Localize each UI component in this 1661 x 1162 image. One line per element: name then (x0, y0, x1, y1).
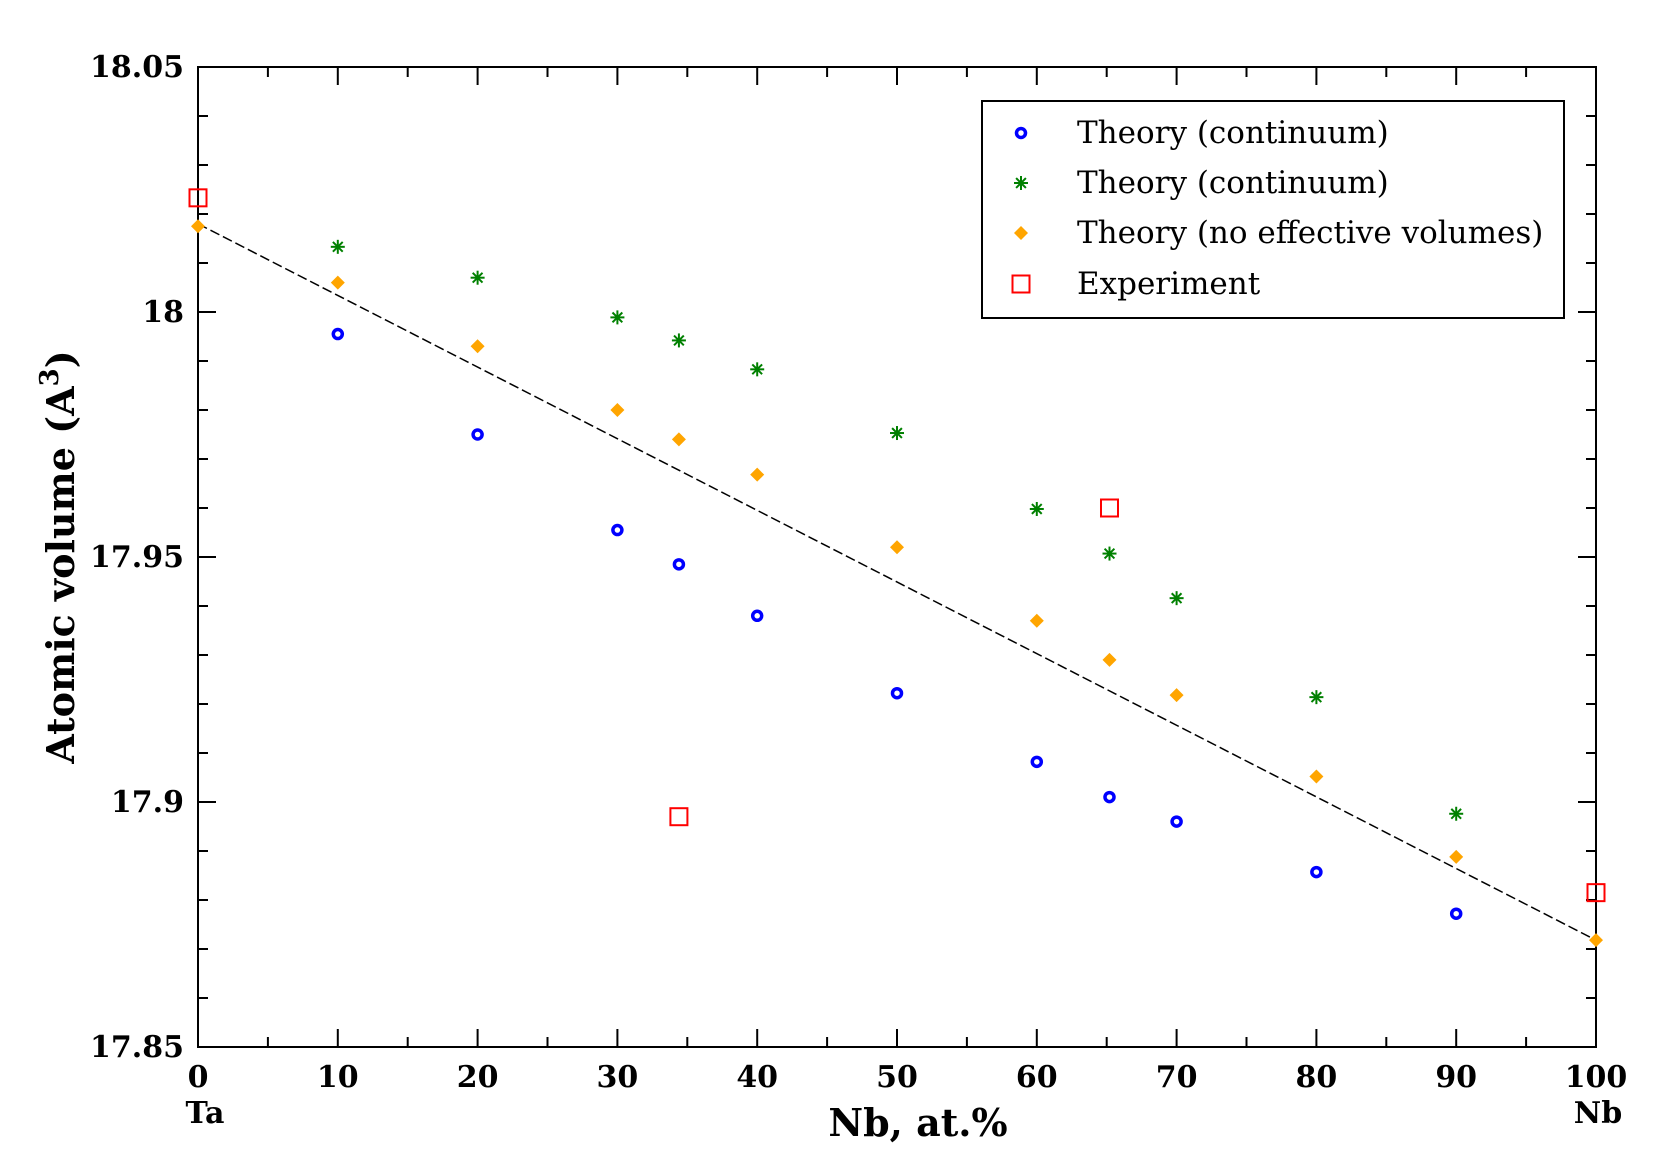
diamond-marker (610, 403, 625, 417)
open-square-marker (1099, 498, 1119, 518)
x-tick-label: 60 (1016, 1060, 1058, 1095)
legend-label-theory-continuum-circle: Theory (continuum) (1077, 115, 1389, 151)
x-tick-label: 100 (1565, 1060, 1628, 1095)
x-tick-label: 70 (1156, 1060, 1198, 1095)
diamond-marker (1029, 613, 1044, 628)
y-axis-title: Atomic volume (A3) (35, 350, 83, 764)
star-marker (330, 239, 345, 254)
x-tick-label: 10 (317, 1060, 359, 1095)
x-end-label-nb: Nb (1574, 1096, 1622, 1131)
diamond-marker (1169, 688, 1184, 703)
legend-open-square-marker (1011, 274, 1031, 294)
legend-diamond-marker (1014, 226, 1028, 240)
diamond-marker (470, 339, 485, 354)
x-tick-label: 30 (597, 1060, 639, 1095)
star-marker (610, 310, 625, 325)
diamond-marker (750, 467, 765, 482)
star-marker (1449, 806, 1464, 821)
circle-marker (471, 428, 484, 441)
y-tick-label: 17.9 (111, 785, 184, 820)
x-axis-title: Nb, at.% (828, 1100, 1007, 1145)
legend-label-theory-continuum-star: Theory (continuum) (1077, 165, 1389, 201)
x-tick-label: 50 (876, 1060, 918, 1095)
star-marker (1309, 690, 1324, 705)
circle-marker (672, 558, 686, 571)
legend-label-experiment: Experiment (1077, 266, 1261, 302)
legend-label-theory-no-effective-volumes: Theory (no effective volumes) (1077, 215, 1543, 251)
x-tick-labels: 0 10 20 30 40 50 60 70 80 90 100 (188, 1060, 1628, 1095)
diamond-marker (1309, 769, 1324, 784)
legend-star-marker (1014, 176, 1028, 190)
x-tick-label: 20 (457, 1060, 499, 1095)
y-axis-title-superscript: 3 (35, 368, 65, 386)
diamond-marker (890, 540, 904, 555)
y-axis-title-main: Atomic volume (A (38, 386, 83, 765)
star-marker (671, 333, 686, 348)
circle-marker (1310, 865, 1323, 879)
diamond-marker (1589, 933, 1603, 948)
open-square-marker (1586, 883, 1606, 903)
legend-box (981, 100, 1565, 319)
y-tick-labels: 17.85 17.9 17.95 18 18.05 (90, 50, 184, 1065)
fit-line (197, 223, 1597, 941)
circle-marker (890, 686, 904, 700)
x-end-label-ta: Ta (186, 1096, 225, 1131)
y-tick-label: 18 (142, 295, 184, 330)
diamond-marker (330, 275, 345, 290)
y-axis-title-close: ) (38, 350, 83, 368)
y-tick-label: 17.95 (90, 540, 184, 575)
circle-marker (331, 327, 345, 341)
legend-markers (1011, 126, 1031, 294)
diamond-marker (1102, 652, 1117, 667)
legend: Theory (continuum) Theory (continuum) Th… (981, 100, 1565, 319)
open-square-marker (669, 807, 689, 827)
legend-circle-marker (1014, 126, 1028, 140)
circle-marker (611, 523, 624, 537)
star-marker (1029, 501, 1044, 516)
open-square-marker (188, 188, 208, 208)
circle-marker (1103, 790, 1116, 804)
star-marker (750, 362, 765, 377)
x-tick-label: 90 (1435, 1060, 1477, 1095)
star-marker (890, 426, 904, 441)
data-markers (188, 188, 1606, 948)
star-marker (1102, 546, 1117, 561)
star-marker (1169, 591, 1184, 606)
circle-marker (1170, 815, 1183, 828)
axis-ticks (197, 66, 1597, 1048)
diamond-marker (191, 219, 205, 234)
diamond-marker (1449, 849, 1464, 864)
star-marker (470, 270, 485, 285)
y-tick-label: 17.85 (90, 1030, 184, 1065)
circle-marker (1449, 907, 1463, 920)
x-tick-label: 0 (188, 1060, 209, 1095)
x-tick-label: 40 (736, 1060, 778, 1095)
diamond-marker (671, 432, 686, 447)
circle-marker (750, 609, 764, 623)
y-tick-label: 18.05 (90, 50, 184, 85)
x-tick-label: 80 (1296, 1060, 1338, 1095)
circle-marker (1030, 755, 1044, 769)
